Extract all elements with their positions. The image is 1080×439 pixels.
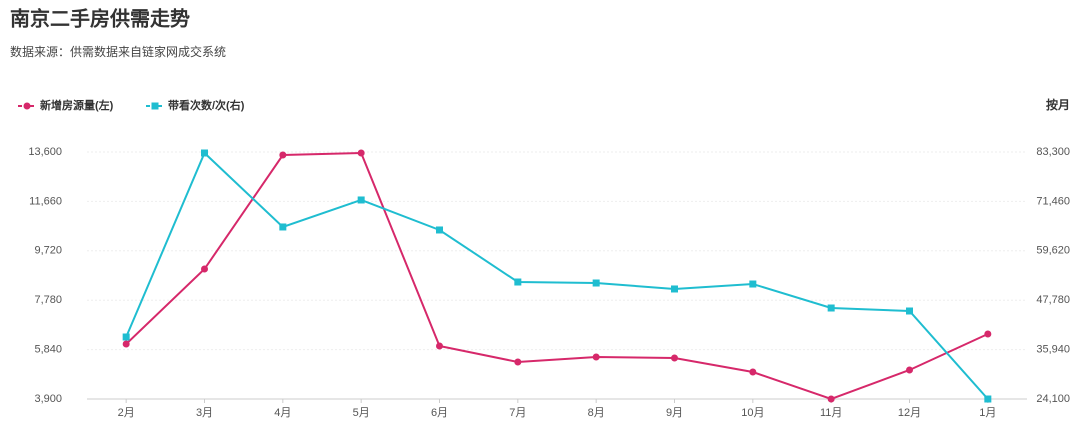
point — [514, 278, 522, 286]
point — [671, 285, 678, 293]
x-tick-label: 4月 — [274, 407, 291, 419]
chart-title: 南京二手房供需走势 — [10, 6, 190, 30]
y2-tick-label: 83,300 — [1036, 146, 1070, 158]
point — [201, 265, 208, 273]
y2-tick-label: 71,460 — [1036, 195, 1070, 207]
chart-subtitle: 数据来源：供需数据来自链家网成交系统 — [10, 44, 226, 59]
point — [357, 196, 365, 204]
series-line — [125, 152, 989, 401]
point — [122, 333, 130, 341]
y-tick-label: 9,720 — [34, 245, 62, 257]
point — [201, 149, 208, 157]
x-tick-label: 1月 — [979, 407, 996, 419]
point — [436, 226, 443, 234]
x-tick-label: 9月 — [666, 407, 683, 419]
legend-marker — [151, 102, 159, 110]
point — [671, 354, 678, 362]
y2-tick-label: 59,620 — [1036, 245, 1070, 257]
y-tick-label: 11,660 — [29, 195, 62, 207]
x-tick-label: 7月 — [509, 407, 526, 419]
x-tick-label: 3月 — [196, 407, 213, 419]
y-tick-label: 5,840 — [34, 344, 62, 356]
y-tick-label: 3,900 — [34, 393, 62, 405]
y2-tick-label: 47,780 — [1036, 294, 1070, 306]
point — [827, 395, 835, 403]
point — [592, 279, 600, 287]
point — [514, 358, 522, 366]
point — [749, 280, 757, 288]
x-tick-label: 10月 — [741, 407, 764, 419]
legend-marker — [23, 102, 31, 110]
y-tick-label: 7,780 — [34, 294, 62, 306]
point — [984, 330, 992, 338]
y-tick-label: 13,600 — [28, 146, 62, 158]
point — [827, 304, 835, 312]
point — [592, 353, 600, 361]
point — [984, 395, 992, 403]
x-tick-label: 12月 — [898, 407, 921, 419]
point — [122, 340, 130, 348]
legend-label: 带看次数/次(右) — [168, 98, 245, 112]
legend-label: 新增房源量(左) — [40, 98, 114, 112]
point — [436, 342, 443, 350]
point — [279, 151, 287, 159]
y2-tick-label: 35,940 — [1036, 344, 1070, 356]
x-tick-label: 8月 — [588, 407, 605, 419]
series-line — [125, 151, 989, 400]
x-tick-label: 2月 — [118, 407, 135, 419]
point — [279, 223, 287, 231]
x-tick-label: 11月 — [820, 407, 842, 419]
point — [906, 307, 913, 315]
point — [906, 366, 913, 374]
period-label: 按月 — [1046, 97, 1070, 112]
x-tick-label: 6月 — [431, 407, 448, 419]
x-tick-label: 5月 — [353, 407, 370, 419]
point — [357, 149, 365, 157]
y2-tick-label: 24,100 — [1036, 393, 1070, 405]
point — [749, 368, 757, 376]
